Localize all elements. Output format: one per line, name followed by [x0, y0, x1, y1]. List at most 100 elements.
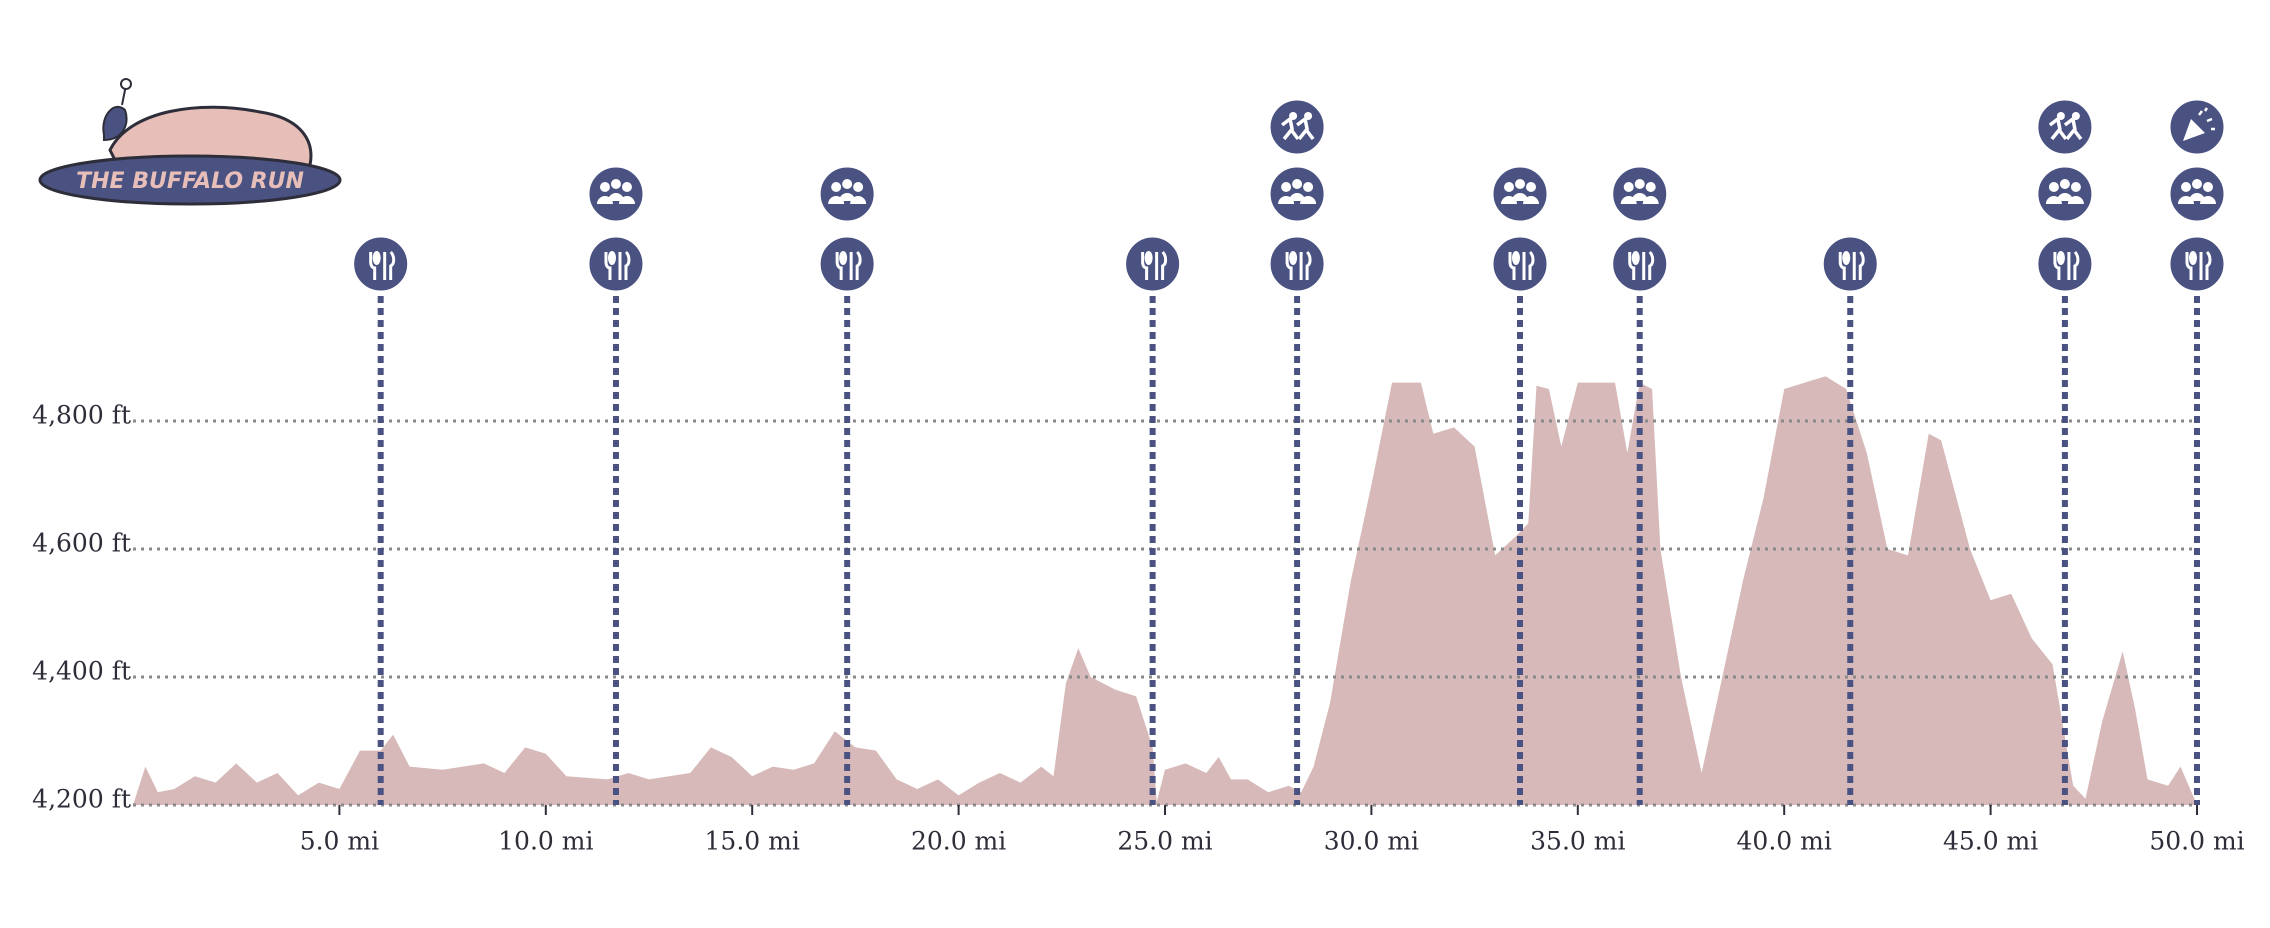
crew-body [1631, 193, 1648, 201]
aid-icon-circle [1123, 234, 1183, 294]
knife-icon [1155, 250, 1168, 280]
crew-icon [1610, 164, 1670, 224]
aid-icon [2035, 234, 2095, 294]
finish-icon [2167, 97, 2227, 157]
spoon-icon [607, 251, 616, 265]
aid-icon-circle [586, 234, 646, 294]
aid-icon [817, 234, 877, 294]
spoon-icon [1144, 251, 1153, 265]
fork-icon [1628, 252, 1636, 280]
logo-buffalo [108, 105, 313, 172]
aid-icon [1123, 234, 1183, 294]
aid-icon-circle [351, 234, 411, 294]
party-icon [2183, 119, 2205, 141]
knife-icon [849, 250, 862, 280]
crew-head [1634, 179, 1645, 189]
crew-head [1281, 182, 1292, 192]
aid-icon-circle [1267, 234, 1327, 294]
crew-body [1289, 193, 1306, 201]
fork-icon [1285, 252, 1293, 280]
y-tick-label: 4,800 ft [32, 401, 131, 430]
spoon-icon [1842, 251, 1851, 265]
crew-head [2203, 182, 2213, 192]
crew-head [1623, 182, 1634, 192]
aid-icon-circle [1490, 234, 1550, 294]
crew-icon [1267, 164, 1327, 224]
fork-icon [1508, 252, 1516, 280]
logo-text: THE BUFFALO RUN [76, 169, 304, 194]
crew-head [2059, 179, 2070, 189]
aid-icon-circle [2035, 234, 2095, 294]
knife-icon [1522, 250, 1535, 280]
crew-head [2048, 182, 2059, 192]
fork-icon [835, 252, 843, 280]
confetti-icon [2198, 107, 2215, 131]
logo-badge [38, 154, 342, 206]
aid-icon [586, 234, 646, 294]
runner-body [1281, 115, 1300, 141]
x-tick-label: 40.0 mi [1737, 827, 1832, 856]
crew-head [1303, 182, 1314, 192]
spoon-icon [372, 251, 381, 265]
spoon-icon [1631, 251, 1640, 265]
knife-icon [2199, 250, 2212, 280]
crew-body [2189, 193, 2205, 201]
crew-body [839, 193, 856, 201]
y-tick-label: 4,400 ft [32, 657, 131, 686]
crew-head [1526, 182, 1537, 192]
aid-icon [1610, 234, 1670, 294]
x-tick-label: 15.0 mi [705, 827, 800, 856]
crew-icon [2167, 164, 2227, 224]
crew-head [2070, 182, 2081, 192]
crew-body [607, 193, 624, 201]
pacer-icon [2035, 97, 2095, 157]
aid-icon [1267, 234, 1327, 294]
y-tick-label: 4,200 ft [32, 785, 131, 814]
crew-head [2192, 179, 2202, 189]
pacer-icon-circle [1267, 97, 1327, 157]
crew-head [842, 179, 853, 189]
aid-icon [2167, 234, 2227, 294]
aid-icon-circle [2167, 234, 2227, 294]
crew-head [831, 182, 842, 192]
runner-body [1296, 115, 1315, 141]
aid-icon [1490, 234, 1550, 294]
crew-head [610, 179, 621, 189]
crew-head [599, 182, 610, 192]
aid-icon-circle [1610, 234, 1670, 294]
runner-body [2063, 115, 2083, 141]
fork-icon [1141, 252, 1149, 280]
logo-bird [102, 105, 128, 142]
aid-icon [351, 234, 411, 294]
spoon-icon [1512, 251, 1521, 265]
crew-head [2181, 182, 2191, 192]
x-tick-label: 25.0 mi [1117, 827, 1212, 856]
crew-head [621, 182, 632, 192]
pacer-icon [1267, 97, 1327, 157]
logo-flower-head [120, 78, 132, 90]
spoon-icon [839, 251, 848, 265]
x-tick-label: 50.0 mi [2149, 827, 2244, 856]
aid-icon-circle [817, 234, 877, 294]
crew-icon [817, 164, 877, 224]
spoon-icon [1289, 251, 1298, 265]
spoon-icon [2189, 251, 2197, 265]
logo: THE BUFFALO RUN [38, 78, 342, 206]
knife-icon [618, 250, 631, 280]
knife-icon [383, 250, 396, 280]
x-tick-label: 30.0 mi [1324, 827, 1419, 856]
elevation-area [133, 376, 2197, 805]
y-tick-label: 4,600 ft [32, 529, 131, 558]
crew-head [1292, 179, 1303, 189]
x-tick-label: 45.0 mi [1943, 827, 2038, 856]
knife-icon [2067, 250, 2080, 280]
x-tick-label: 5.0 mi [300, 827, 379, 856]
x-tick-label: 10.0 mi [498, 827, 593, 856]
x-tick-label: 35.0 mi [1530, 827, 1625, 856]
crew-icon [586, 164, 646, 224]
aid-icon [1820, 234, 1880, 294]
x-tick-label: 20.0 mi [911, 827, 1006, 856]
crew-body [2056, 193, 2073, 201]
runner-body [2048, 115, 2068, 141]
